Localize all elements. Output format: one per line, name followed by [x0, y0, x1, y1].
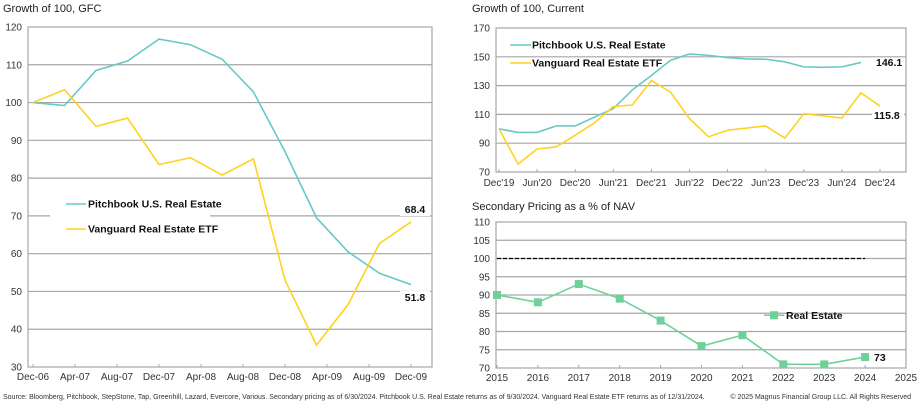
y-tick-label: 150	[473, 52, 490, 63]
y-tick-label: 120	[5, 23, 22, 34]
y-tick-label: 95	[479, 272, 491, 283]
y-tick-label: 170	[473, 24, 490, 35]
x-tick-label: Jun'22	[675, 178, 705, 189]
legend-label: Pitchbook U.S. Real Estate	[88, 199, 222, 211]
legend-label: Pitchbook U.S. Real Estate	[532, 40, 666, 52]
y-tick-label: 60	[11, 249, 23, 260]
legend-marker	[770, 311, 778, 320]
x-tick-label: 2021	[731, 373, 754, 384]
x-tick-label: Dec'19	[484, 178, 515, 189]
x-tick-label: Dec'24	[865, 178, 896, 189]
series-line-pitchbook	[498, 53, 862, 134]
legend-label: Vanguard Real Estate ETF	[532, 58, 663, 70]
y-tick-label: 70	[479, 168, 491, 179]
x-tick-label: 2015	[486, 373, 509, 384]
x-tick-label: Dec'20	[560, 178, 591, 189]
y-tick-label: 70	[479, 364, 491, 375]
x-tick-label: Dec-09	[395, 372, 428, 383]
label-background	[872, 108, 904, 121]
label-background	[400, 291, 430, 304]
y-tick-label: 110	[474, 110, 490, 121]
y-tick-label: 90	[479, 139, 491, 150]
x-tick-label: Apr-08	[186, 372, 216, 383]
x-tick-label: 2017	[568, 373, 591, 384]
x-tick-label: Jun'24	[827, 178, 857, 189]
x-tick-label: Jun'23	[751, 178, 781, 189]
x-tick-label: Dec-08	[269, 372, 302, 383]
plot-frame	[495, 27, 907, 173]
y-tick-label: 85	[479, 309, 491, 320]
y-tick-label: 100	[473, 254, 490, 265]
x-tick-label: 2024	[854, 373, 877, 384]
x-tick-label: 2020	[690, 373, 713, 384]
data-point-marker	[738, 331, 747, 340]
x-tick-label: Apr-09	[312, 372, 342, 383]
data-point-marker	[820, 360, 829, 369]
end-label-pitchbook: 146.1	[876, 57, 902, 69]
x-tick-label: 2016	[527, 373, 550, 384]
y-tick-label: 70	[11, 211, 23, 222]
x-tick-label: Jun'21	[599, 178, 629, 189]
secondary-chart-title: Secondary Pricing as a % of NAV	[472, 201, 636, 213]
label-background	[400, 203, 430, 216]
end-label-vanguard: 115.8	[874, 110, 900, 122]
x-tick-label: Dec-06	[17, 372, 50, 383]
data-point-marker	[656, 316, 665, 325]
end-label-pitchbook: 51.8	[405, 292, 426, 304]
x-tick-label: Jun'20	[523, 178, 553, 189]
data-point-marker	[697, 342, 706, 351]
x-tick-label: 2022	[772, 373, 795, 384]
y-tick-label: 80	[11, 174, 23, 185]
x-tick-label: Dec'23	[788, 178, 819, 189]
series-line-real-estate	[496, 283, 866, 366]
x-tick-label: Aug-08	[227, 372, 260, 383]
legend-background	[50, 192, 210, 230]
x-tick-label: Aug-09	[353, 372, 386, 383]
gfc-chart-title: Growth of 100, GFC	[3, 3, 102, 15]
x-tick-label: Dec'22	[712, 178, 743, 189]
data-point-marker	[861, 353, 870, 362]
data-point-marker	[779, 360, 788, 369]
y-tick-label: 50	[11, 287, 23, 298]
x-tick-label: Dec-07	[143, 372, 176, 383]
data-point-marker	[574, 280, 583, 289]
plot-frame	[27, 26, 433, 368]
data-point-marker	[493, 291, 501, 299]
x-tick-label: 2025	[895, 373, 918, 384]
x-tick-label: 2023	[813, 373, 836, 384]
y-tick-label: 90	[479, 291, 491, 302]
copyright-note: © 2025 Magnus Financial Group LLC. All R…	[730, 394, 911, 401]
y-tick-label: 100	[5, 98, 22, 109]
source-note: Source: Bloomberg, Pitchbook, StepStone,…	[3, 394, 705, 401]
current-chart-title: Growth of 100, Current	[472, 3, 584, 15]
y-tick-label: 105	[473, 236, 490, 247]
x-tick-label: Apr-07	[60, 372, 90, 383]
legend-label: Real Estate	[786, 310, 843, 322]
end-label-vanguard: 68.4	[405, 204, 426, 216]
y-tick-label: 110	[6, 60, 22, 71]
data-point-marker	[533, 298, 542, 307]
legend-label: Vanguard Real Estate ETF	[88, 224, 219, 236]
y-tick-label: 90	[11, 136, 23, 147]
y-tick-label: 80	[479, 327, 491, 338]
x-tick-label: Aug-07	[101, 372, 134, 383]
y-tick-label: 30	[11, 363, 23, 374]
end-label-real-estate: 73	[874, 352, 886, 364]
data-point-marker	[615, 294, 624, 303]
y-tick-label: 130	[473, 81, 490, 92]
x-tick-label: 2018	[609, 373, 632, 384]
y-tick-label: 40	[11, 325, 23, 336]
x-tick-label: 2019	[649, 373, 672, 384]
y-tick-label: 75	[479, 345, 491, 356]
y-tick-label: 110	[474, 218, 490, 229]
x-tick-label: Dec'21	[636, 178, 667, 189]
